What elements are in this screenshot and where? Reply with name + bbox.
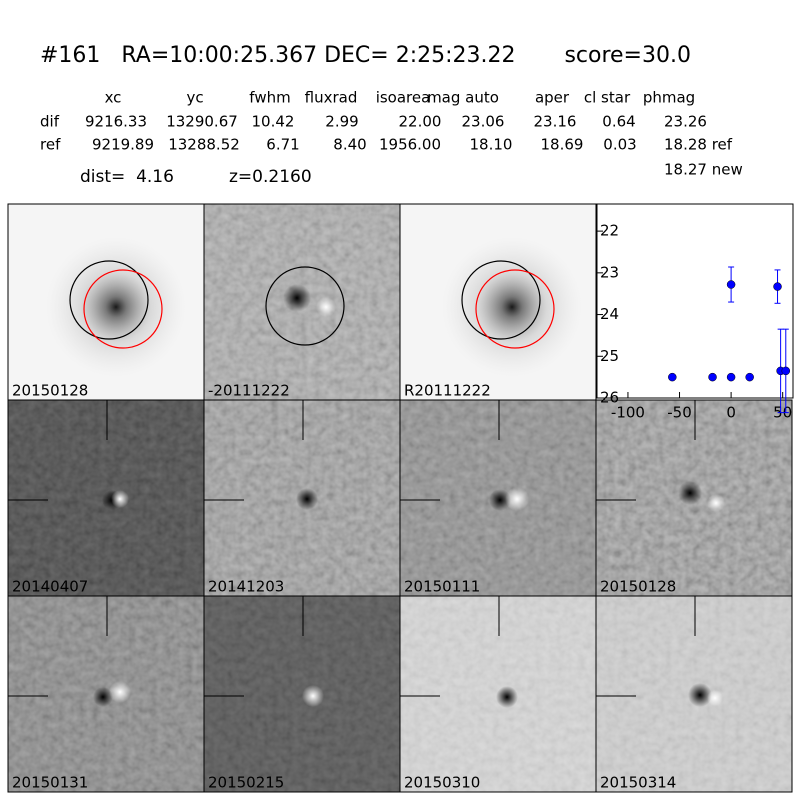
data-point <box>708 372 717 382</box>
cell: 10.42 <box>252 113 295 131</box>
phmag-new: 18.27 new <box>664 161 743 179</box>
image-panel: 20141203 <box>203 399 401 597</box>
cell: 13288.52 <box>168 136 240 154</box>
cell: 23.26 <box>664 113 707 131</box>
source-blob <box>46 237 186 377</box>
image-panel: R20111222 <box>399 203 597 401</box>
panel-label: 20141203 <box>208 578 284 596</box>
cell: 6.71 <box>266 136 299 154</box>
column-header: mag auto <box>427 89 499 107</box>
column-header: yc <box>186 89 203 107</box>
image-panel: 20150310 <box>399 595 597 793</box>
aperture-circle <box>461 260 541 340</box>
source-blob <box>489 489 511 511</box>
column-header: isoarea <box>376 89 431 107</box>
y-tick-label: 22 <box>600 222 619 240</box>
column-header: phmag <box>643 89 695 107</box>
x-tick-label: -100 <box>611 404 645 422</box>
source-blob <box>505 487 529 511</box>
image-panel: 20150128 <box>595 399 793 597</box>
source-blob <box>688 683 712 707</box>
source-blob <box>111 490 129 508</box>
source-blob <box>296 488 318 510</box>
y-tick-label: 26 <box>600 389 619 407</box>
panel-label: -20111222 <box>208 382 290 400</box>
source-blob <box>707 690 723 706</box>
aperture-circle <box>265 266 345 346</box>
image-panel: 20150215 <box>203 595 401 793</box>
plot-area <box>596 203 794 399</box>
column-header: fwhm <box>249 89 290 107</box>
column-header: aper <box>535 89 570 107</box>
x-tick-label: -50 <box>667 404 692 422</box>
aperture-circle <box>69 260 149 340</box>
row-label: ref <box>40 136 61 154</box>
cell: 8.40 <box>333 136 366 154</box>
image-panel: 20150111 <box>399 399 597 597</box>
source-blob <box>316 297 336 317</box>
y-tick-label: 25 <box>600 347 619 365</box>
cell: 13290.67 <box>166 113 238 131</box>
y-tick-label: 24 <box>600 305 619 323</box>
cell: 23.06 <box>462 113 505 131</box>
panel-label: 20150131 <box>12 774 88 792</box>
panel-border <box>595 595 793 793</box>
cell: 22.00 <box>399 113 442 131</box>
x-tick-label: 0 <box>726 404 736 422</box>
panel-label: 20150111 <box>404 578 480 596</box>
source-blob <box>93 687 113 707</box>
aperture-circle <box>83 269 163 349</box>
cell: 18.69 <box>541 136 584 154</box>
source-blob <box>109 681 131 703</box>
image-panel: 20150314 <box>595 595 793 793</box>
image-panel: 20150128 <box>7 203 205 401</box>
cell: 23.16 <box>534 113 577 131</box>
panel-label: 20150310 <box>404 774 480 792</box>
data-point <box>773 282 782 291</box>
source-blob <box>442 237 582 377</box>
row-label: dif <box>40 113 60 131</box>
panel-label: R20111222 <box>404 382 491 400</box>
y-tick-label: 23 <box>600 263 619 281</box>
panel-label: 20150314 <box>600 774 676 792</box>
dist: dist= 4.16 <box>80 167 174 187</box>
cell: 18.10 <box>470 136 513 154</box>
column-header: cl star <box>584 89 631 107</box>
image-panel: 20140407 <box>7 399 205 597</box>
panel-label: 20150128 <box>12 382 88 400</box>
data-point <box>726 372 736 382</box>
source-blob <box>302 685 324 707</box>
data-point <box>781 366 791 376</box>
cell: 18.28 ref <box>664 136 733 154</box>
source-blob <box>283 284 311 312</box>
panel-label: 20140407 <box>12 578 88 596</box>
cell: 0.64 <box>602 113 635 131</box>
panel-label: 20150128 <box>600 578 676 596</box>
source-blob <box>678 481 702 505</box>
column-header: xc <box>105 89 122 107</box>
image-panel: 20150131 <box>7 595 205 793</box>
data-point <box>668 372 677 382</box>
image-noise <box>204 596 400 792</box>
image-panel: -20111222 <box>203 203 401 401</box>
panel-label: 20150215 <box>208 774 284 792</box>
cell: 0.03 <box>603 136 636 154</box>
aperture-circle <box>475 269 555 349</box>
data-point <box>726 280 736 289</box>
data-point <box>745 372 754 382</box>
cell: 9216.33 <box>85 113 147 131</box>
cell: 1956.00 <box>379 136 441 154</box>
title: #161 RA=10:00:25.367 DEC= 2:25:23.22 sco… <box>40 43 691 68</box>
cell: 9219.89 <box>92 136 154 154</box>
cell: 2.99 <box>325 113 358 131</box>
column-header: fluxrad <box>305 89 358 107</box>
redshift: z=0.2160 <box>229 167 312 187</box>
source-blob <box>707 494 725 512</box>
source-blob <box>496 686 518 708</box>
